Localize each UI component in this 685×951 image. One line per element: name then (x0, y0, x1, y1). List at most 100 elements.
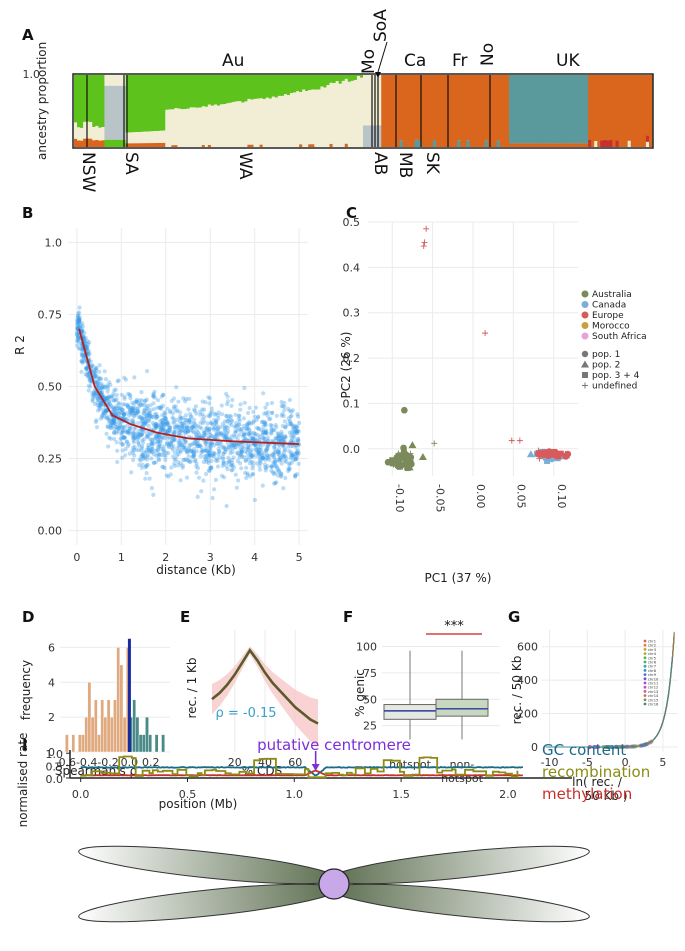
ld-point (172, 450, 177, 455)
ld-point (237, 455, 242, 460)
ld-point (119, 420, 124, 425)
ld-point (204, 459, 209, 464)
panel-g-legend-entry: chr10 (648, 677, 659, 681)
ld-point (148, 449, 153, 454)
ld-point (265, 464, 270, 469)
panel-g-xtick: 0 (622, 756, 629, 769)
ld-point (113, 411, 118, 417)
ld-point (229, 468, 234, 473)
ld-point (90, 397, 95, 402)
ld-point (197, 444, 202, 449)
ld-point (186, 429, 191, 434)
admix-segment (533, 75, 537, 144)
panel-i-ylabel: normalised rate (16, 733, 30, 828)
admix-segment (131, 132, 136, 144)
ld-point (134, 399, 139, 404)
ld-point (92, 391, 97, 396)
ld-point (265, 438, 270, 443)
ld-point (203, 448, 208, 453)
admix-segment (396, 75, 400, 147)
ld-point (164, 450, 169, 455)
admix-segment (107, 139, 111, 147)
ld-point (108, 395, 114, 400)
ld-point (150, 414, 155, 419)
ld-point (178, 416, 183, 421)
ld-point (283, 453, 288, 459)
ld-point (296, 429, 301, 434)
ld-point (176, 459, 181, 465)
ld-point (276, 432, 281, 437)
ld-point (186, 429, 191, 434)
ld-point (228, 414, 234, 419)
legend-pop: pop. 3 + 4 (592, 371, 640, 381)
ld-point (193, 458, 198, 463)
panel-b-ylabel: R 2 (13, 335, 27, 355)
ld-point (131, 413, 136, 418)
admix-segment (302, 89, 306, 147)
admix-segment (350, 80, 355, 147)
ld-point (194, 464, 199, 469)
ld-point (218, 424, 223, 430)
ld-point (209, 433, 214, 438)
ld-point (224, 391, 229, 396)
ld-point (192, 407, 197, 412)
admix-segment (174, 145, 178, 147)
ld-point (97, 376, 102, 381)
ld-point (150, 420, 155, 426)
ld-point (151, 452, 156, 457)
ld-point (293, 474, 298, 479)
ld-point (245, 447, 250, 452)
panel-d-xtick: -0.4 (76, 756, 97, 769)
ld-point (171, 420, 176, 425)
ld-point (91, 370, 97, 376)
admixture-frame (72, 73, 654, 149)
admix-segment (341, 75, 346, 81)
ld-point (216, 410, 221, 415)
ld-point (224, 433, 229, 439)
admix-segment (180, 109, 184, 147)
ld-point (277, 458, 282, 463)
admix-segment (150, 131, 154, 144)
admix-segment (92, 75, 96, 127)
panel-d-ylabel: frequency (19, 660, 33, 720)
ld-point (282, 446, 287, 451)
admix-segment (128, 75, 133, 133)
admix-segment (384, 75, 388, 147)
ld-point (243, 458, 248, 463)
ld-point (140, 419, 145, 424)
ld-point (77, 326, 82, 331)
ld-point (93, 391, 98, 396)
ld-point (100, 383, 106, 388)
ld-point (120, 407, 125, 412)
admix-segment (648, 75, 653, 147)
ld-point (212, 443, 217, 448)
ld-point (273, 451, 278, 456)
ld-point (289, 409, 294, 414)
ld-point (193, 404, 198, 409)
ld-point (155, 444, 161, 449)
ld-point (279, 429, 284, 434)
ld-point (275, 436, 280, 441)
ld-point (119, 392, 124, 397)
panel-b-xtick: 4 (251, 551, 258, 564)
ld-point (259, 428, 264, 433)
ld-point (184, 426, 190, 431)
ld-point (147, 410, 152, 415)
panel-b-ytick: 0.25 (38, 453, 63, 466)
ld-point (261, 442, 266, 447)
ld-point (136, 401, 141, 406)
ld-point (276, 450, 281, 455)
ld-point (270, 453, 275, 458)
ld-point (211, 450, 216, 456)
ld-point (174, 424, 179, 429)
admix-segment (86, 121, 90, 139)
ld-point (145, 431, 150, 436)
ld-point (183, 439, 188, 444)
ld-point (158, 446, 164, 451)
admix-segment (143, 131, 148, 144)
panel-a-ancestry-plot: ancestry proportion 1.0 Au Mo SoA Ca Fr … (23, 9, 654, 193)
admix-segment (80, 140, 84, 147)
ld-point (240, 454, 245, 459)
ld-point (221, 452, 226, 457)
ld-point (154, 424, 159, 429)
